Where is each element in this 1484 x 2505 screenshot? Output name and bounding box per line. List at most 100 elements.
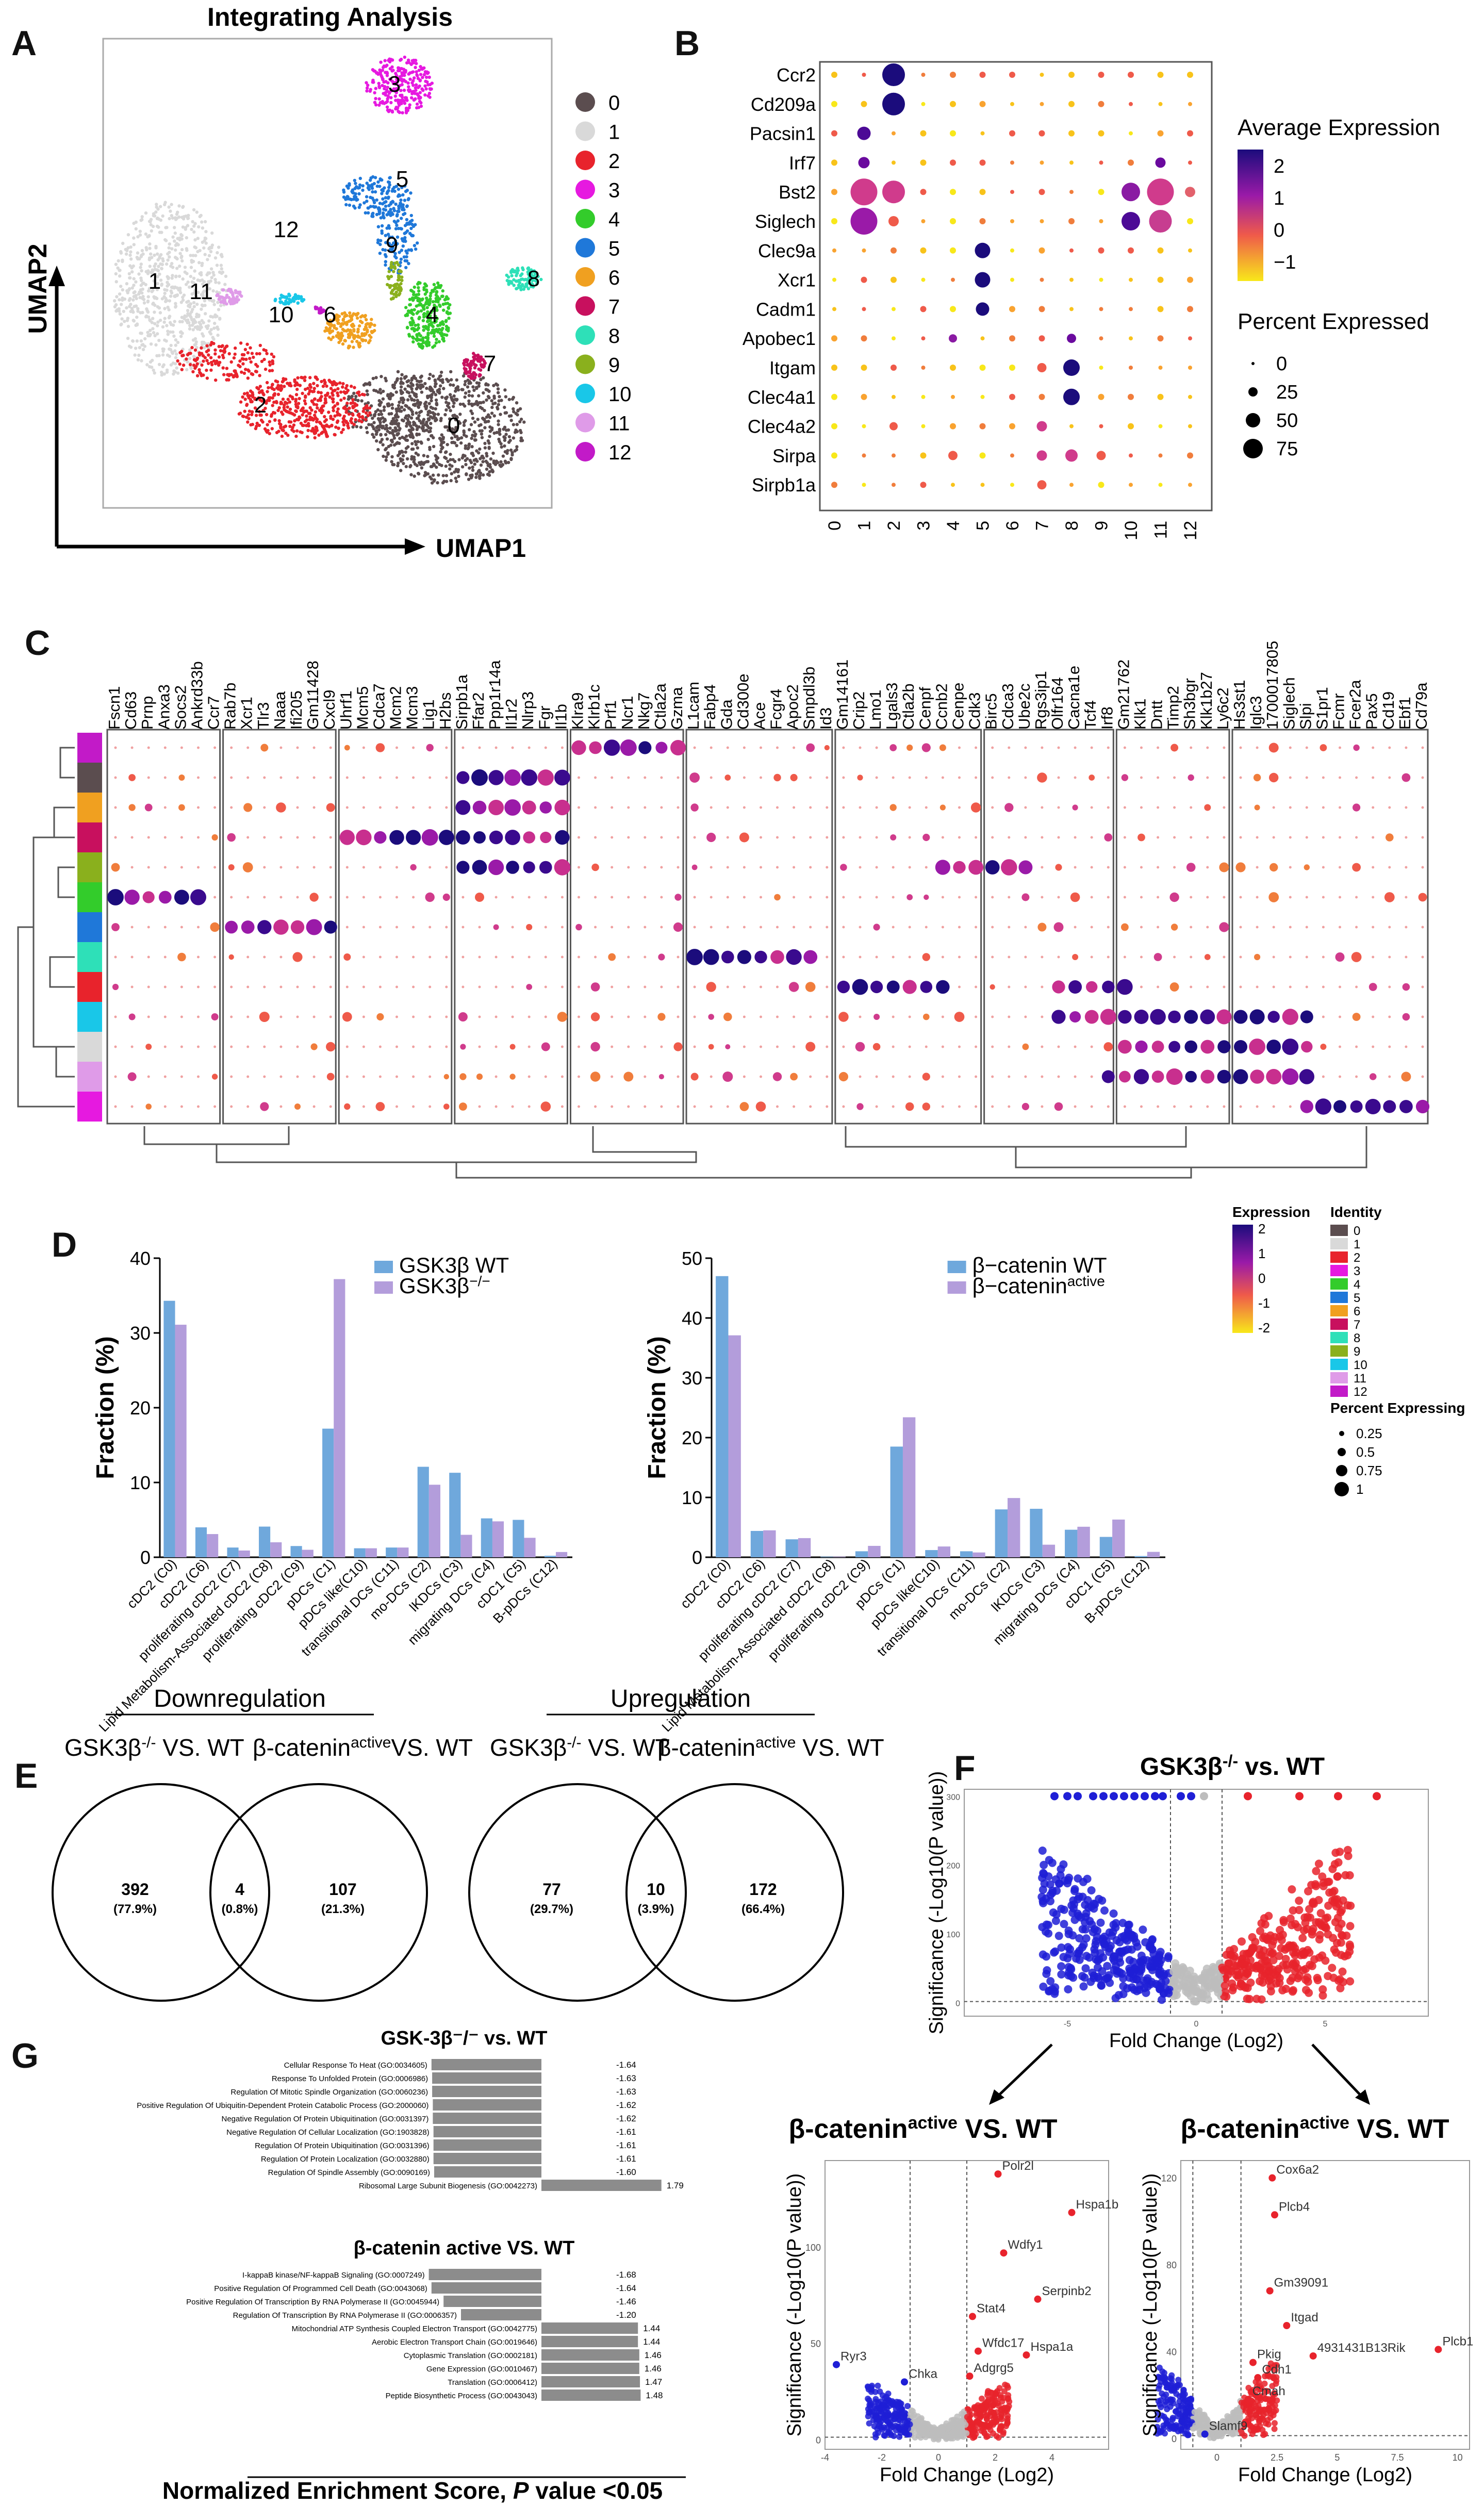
dotplot-c-dot [257,920,272,934]
umap-cell-point [449,409,452,413]
umap-cell-point [378,101,382,105]
umap-cell-point [298,416,302,420]
umap-cell-point [365,389,369,393]
dotplot-c-dot [578,866,580,869]
umap-cell-point [146,295,150,299]
dotplot-c-dot [776,806,779,809]
dotplot-c-gene-label: Lig1 [420,699,438,730]
umap-cell-point [404,314,407,318]
umap-cell-point [134,280,138,284]
umap-cell-point [289,411,293,415]
umap-cell-point [172,334,176,338]
umap-cell-point [402,408,406,411]
umap-cell-point [306,429,310,432]
umap-cell-point [464,458,467,463]
dotplot-c-dot [1339,926,1341,929]
umap-cell-point [427,402,431,405]
umap-cell-point [313,397,317,401]
umap-cell-point [163,317,167,320]
umap-cell-point [471,372,475,376]
dotplot-b-dot [1185,187,1195,197]
umap-cell-point [144,283,147,287]
umap-cell-point [410,447,414,451]
umap-cell-point [125,306,128,310]
umap-cell-point [498,395,501,399]
umap-cell-point [134,227,138,230]
umap-cell-point [428,294,432,298]
dotplot-c-dot [991,776,994,779]
dotplot-c-dot [1151,1070,1164,1083]
umap-cell-point [424,302,428,306]
umap-cell-point [405,98,409,102]
umap-cell-point [181,277,185,281]
umap-cell-point [425,315,429,318]
dotplot-c-dot [889,804,897,811]
dotplot-c-dot [1185,1070,1197,1083]
umap-cell-point [294,403,298,406]
dotplot-c-dot [279,1015,283,1018]
umap-cell-point [153,253,156,257]
dotplot-c-dot [725,1044,731,1049]
dotplot-c-gene-label: Prf1 [602,700,620,730]
umap-cell-point [176,210,179,214]
expr-colorbar [1238,150,1263,281]
dotplot-c-dot [478,926,481,929]
legend-identity-swatch [1330,1278,1348,1290]
dotplot-b-dot [1010,160,1014,165]
umap-cell-point [317,433,321,437]
umap-cell-point [376,241,380,244]
umap-cell-point [134,220,138,224]
umap-cell-point [324,326,328,329]
umap-cell-point [422,307,426,311]
umap-cell-point [343,391,347,394]
umap-cell-point [464,463,468,467]
umap-cell-point [134,304,138,308]
dotplot-c-dot [1057,806,1060,809]
dotplot-b-dot [979,189,986,195]
umap-cell-point [439,374,442,378]
dotplot-c-dot [941,1045,944,1048]
umap-cell-point [440,294,444,298]
umap-cell-point [390,235,394,239]
pct-legend-dot [1251,362,1255,365]
dotplot-b-dot [831,335,837,342]
dotplot-c-dot [1339,1015,1341,1018]
umap-cell-point [389,291,393,295]
umap-cell-point [500,445,503,449]
umap-cell-point [487,473,491,477]
dotplot-c-dot [1107,926,1110,929]
dotplot-c-dot [1206,1105,1209,1108]
umap-cell-point [444,480,449,483]
dotplot-c-dot [594,896,597,899]
dotplot-b-dot [1069,424,1074,429]
umap-cell-point [358,203,362,207]
dotplot-c-dot [958,955,961,959]
dotplot-c-dot [1168,1010,1181,1024]
umap-cell-point [159,205,162,208]
umap-cell-point [171,330,175,334]
umap-cell-point [360,321,364,324]
dotplot-c-dot [560,1045,564,1048]
umap-cell-point [411,321,415,324]
umap-cell-point [211,271,215,274]
dotplot-c-gene-label: Cenpe [949,683,967,730]
umap-cell-point [478,447,482,451]
umap-cell-point [499,442,503,446]
dotplot-c-dot [378,955,382,959]
umap-cell-point [283,302,287,306]
dotplot-c-dot [660,836,663,839]
umap-cell-point [242,353,246,357]
umap-cell-point [415,411,418,415]
umap-cell-point [361,188,365,192]
dotplot-c-dot [673,1042,683,1051]
umap-cell-point [160,283,163,287]
umap-cell-point [380,413,384,416]
dotplot-c-dot [1402,1013,1410,1021]
umap-cell-point [394,293,398,297]
dotplot-c-dot [1074,1045,1077,1048]
umap-cell-point [178,286,182,290]
dotplot-c-dot [859,1015,862,1018]
umap-cell-point [410,71,414,74]
dotplot-c-dot [374,831,387,844]
dotplot-c-dot [1239,955,1242,959]
